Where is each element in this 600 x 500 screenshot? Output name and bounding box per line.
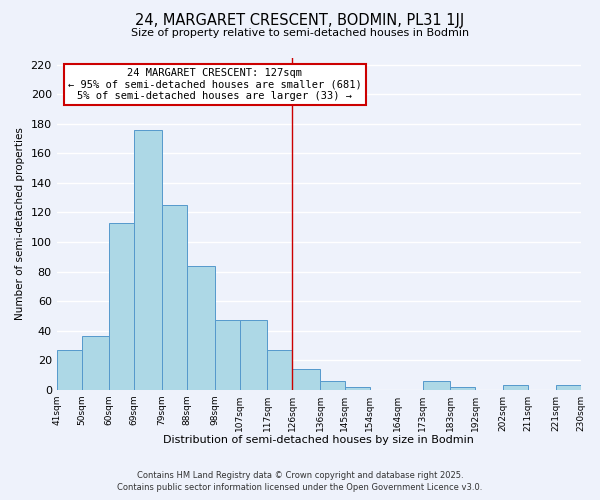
Bar xyxy=(292,369,320,390)
Y-axis label: Number of semi-detached properties: Number of semi-detached properties xyxy=(15,127,25,320)
Text: 24, MARGARET CRESCENT, BODMIN, PL31 1JJ: 24, MARGARET CRESCENT, BODMIN, PL31 1JJ xyxy=(136,12,464,28)
X-axis label: Distribution of semi-detached houses by size in Bodmin: Distribution of semi-detached houses by … xyxy=(163,435,474,445)
Bar xyxy=(82,336,109,390)
Text: 24 MARGARET CRESCENT: 127sqm
← 95% of semi-detached houses are smaller (681)
5% : 24 MARGARET CRESCENT: 127sqm ← 95% of se… xyxy=(68,68,362,101)
Text: Size of property relative to semi-detached houses in Bodmin: Size of property relative to semi-detach… xyxy=(131,28,469,38)
Bar xyxy=(556,385,581,390)
Bar xyxy=(109,223,134,390)
Bar xyxy=(320,380,345,390)
Bar xyxy=(162,205,187,390)
Bar xyxy=(268,350,292,390)
Bar xyxy=(503,385,528,390)
Bar xyxy=(345,386,370,390)
Bar xyxy=(239,320,268,390)
Bar xyxy=(134,130,162,390)
Bar xyxy=(422,380,450,390)
Bar xyxy=(56,350,82,390)
Bar xyxy=(215,320,239,390)
Text: Contains HM Land Registry data © Crown copyright and database right 2025.
Contai: Contains HM Land Registry data © Crown c… xyxy=(118,471,482,492)
Bar xyxy=(187,266,215,390)
Bar xyxy=(450,386,475,390)
